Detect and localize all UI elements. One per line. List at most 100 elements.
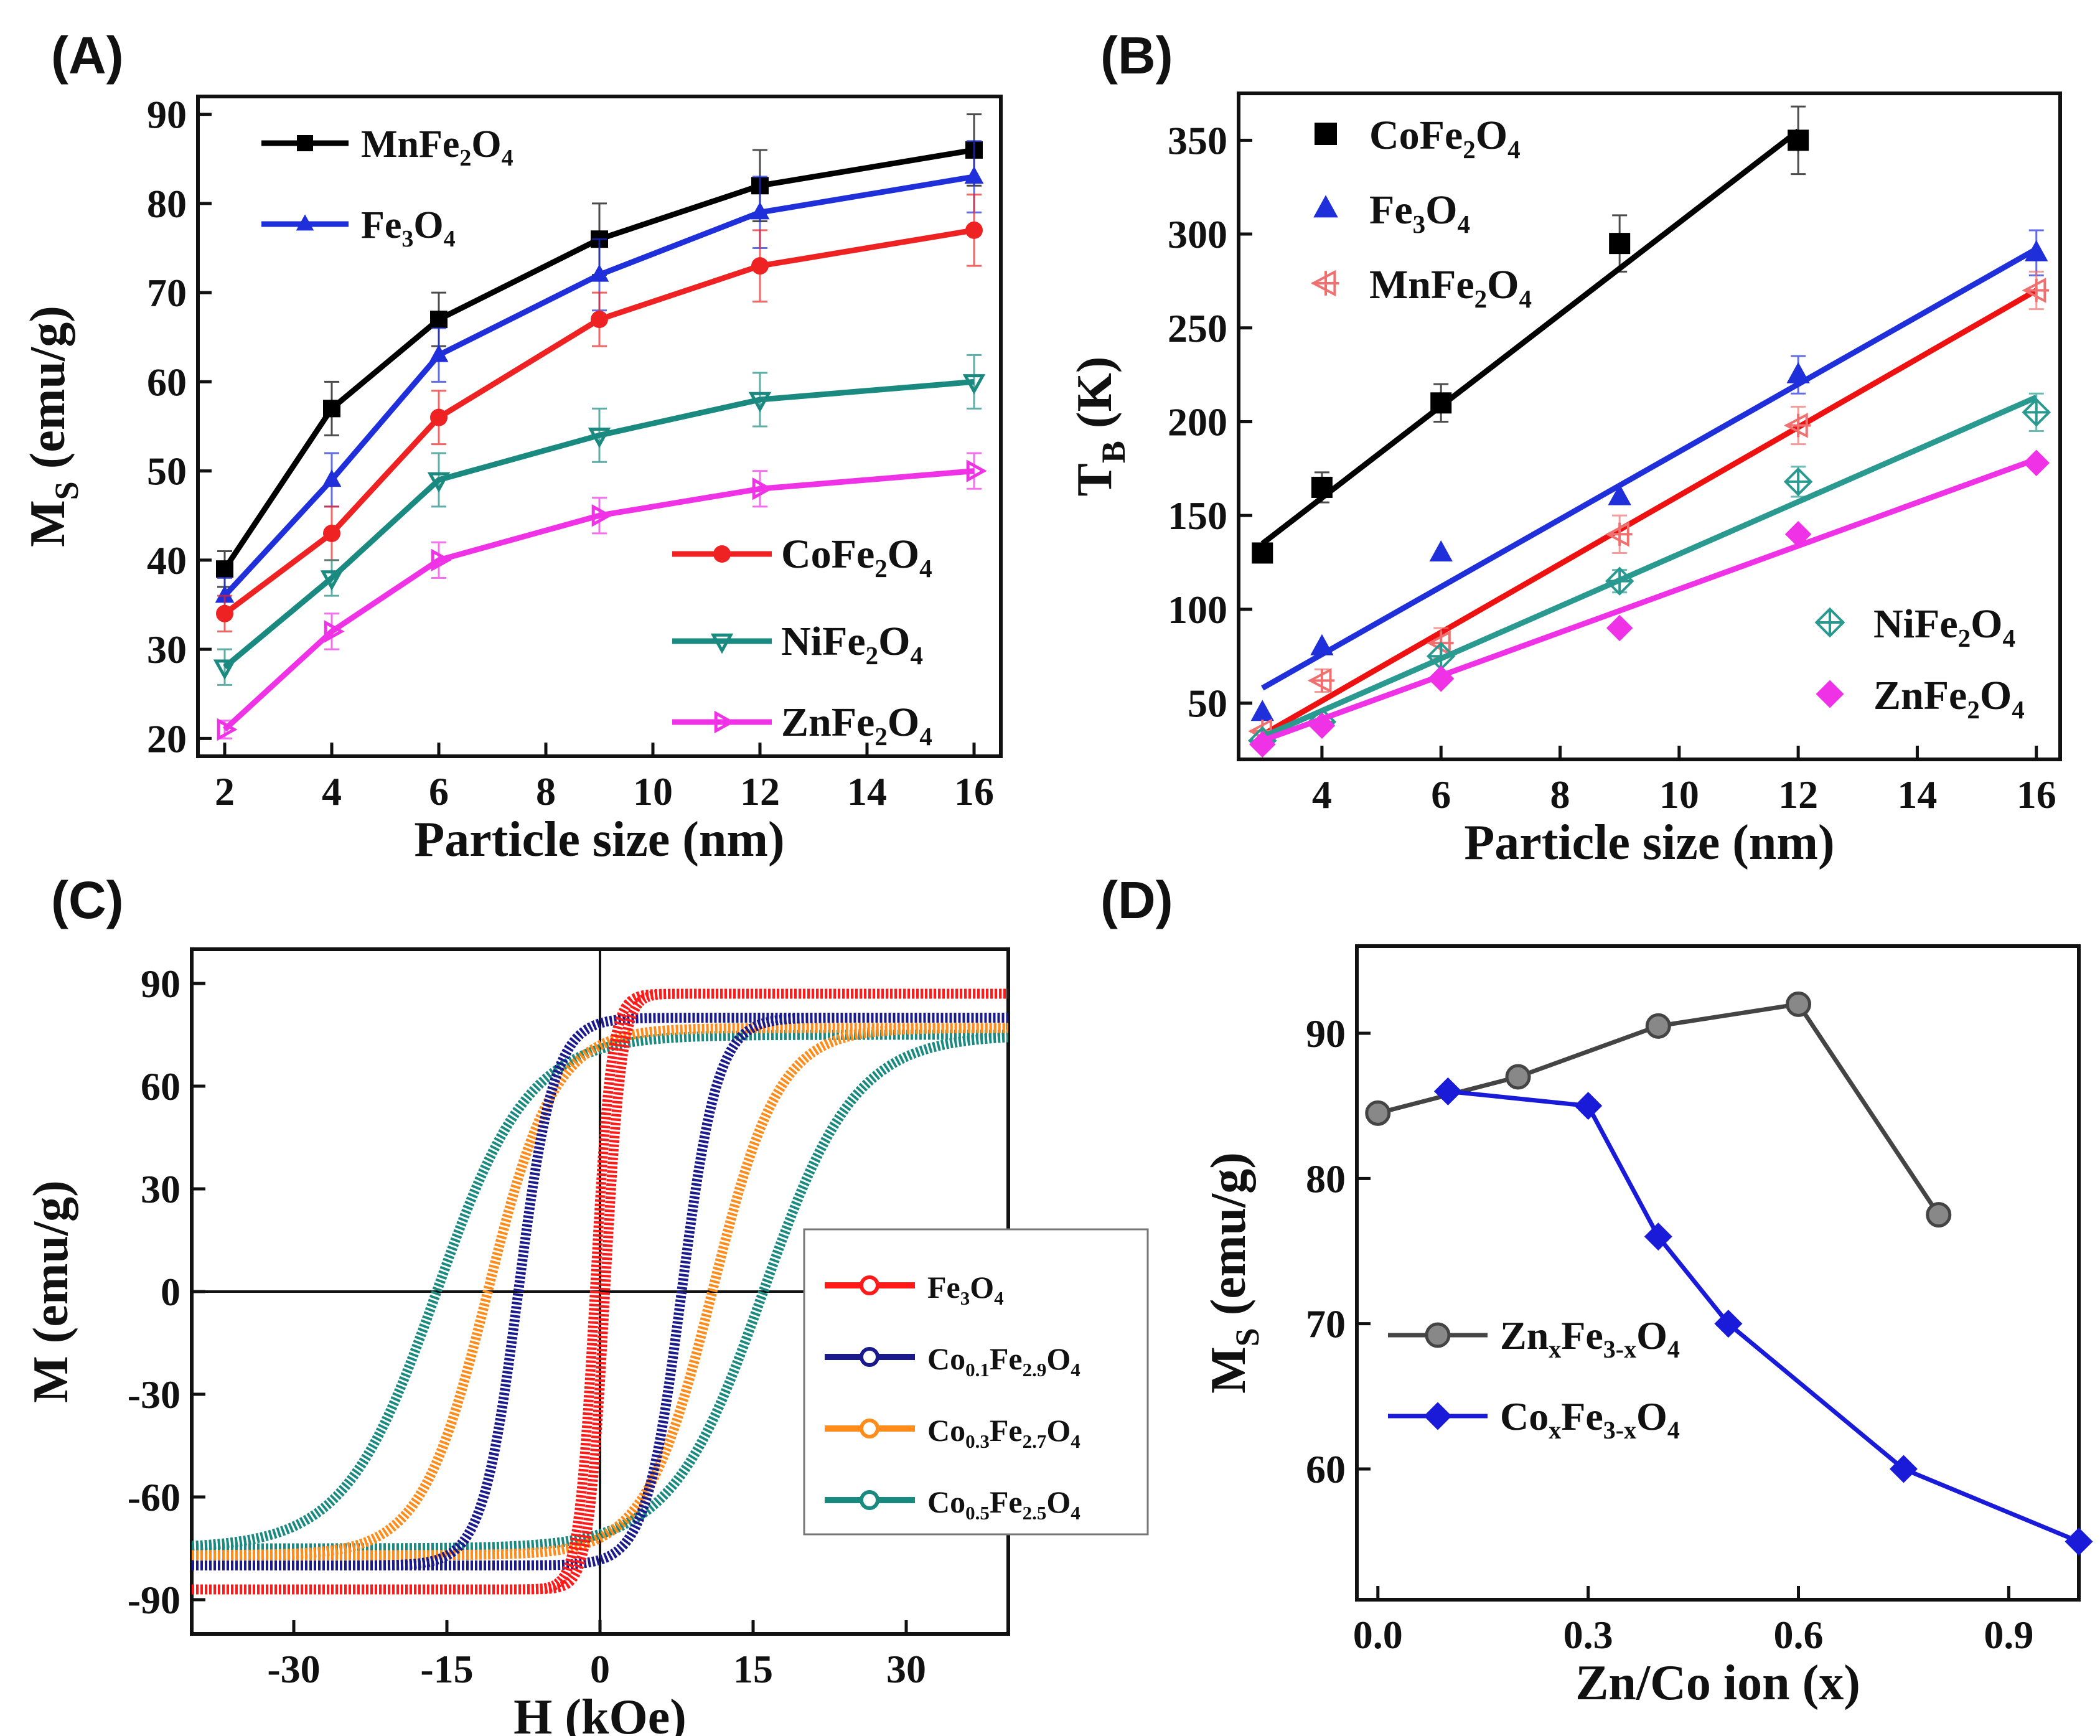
- chart-panel-b: 4 6 8 10 12 14 16 50 100 150 200 250 300 350 Particle …: [1067, 26, 2062, 870]
- data-point: [2022, 398, 2051, 427]
- data-point: [320, 570, 344, 591]
- legend-label: Fe3O4: [927, 1270, 1004, 1309]
- legend-label: Co0.1Fe2.9O4: [927, 1341, 1080, 1381]
- x-tick-label: 0.3: [1563, 1613, 1613, 1657]
- x-tick-label: 14: [1897, 772, 1937, 817]
- series-Fe3O4: [192, 988, 1008, 1595]
- data-point: [591, 504, 612, 527]
- legend-marker: [1313, 195, 1338, 218]
- data-point: [1605, 566, 1634, 596]
- data-point: [751, 257, 769, 275]
- data-point: [1714, 1310, 1743, 1338]
- series-line: [222, 147, 975, 571]
- data-point: [591, 311, 608, 329]
- y-tick-label: -90: [128, 1578, 180, 1622]
- y-tick-label: 90: [147, 93, 187, 137]
- data-point: [750, 202, 770, 220]
- data-point: [1784, 521, 1812, 548]
- data-point: [1786, 991, 1812, 1017]
- x-tick-label: 12: [740, 769, 780, 814]
- x-tick-label: 16: [2017, 772, 2056, 817]
- x-tick-label: 10: [1659, 772, 1699, 817]
- x-tick-label: 8: [1550, 772, 1570, 817]
- chart-panel-a: 2 4 6 8 10 12 14 16 20 30 40 50 60 70 80 90 Particle siz…: [21, 26, 1003, 867]
- data-point: [966, 459, 987, 482]
- data-point: [964, 166, 984, 184]
- data-point: [323, 524, 340, 542]
- data-point: [1788, 129, 1809, 151]
- data-point: [427, 472, 451, 493]
- error-bar: [592, 407, 607, 463]
- error-bar: [592, 497, 607, 535]
- legend-label: MnFe2O4: [1369, 262, 1532, 313]
- y-tick-label: 50: [147, 449, 187, 494]
- data-point: [430, 311, 448, 329]
- x-tick-label: 6: [429, 769, 449, 814]
- data-point: [1311, 476, 1333, 498]
- data-point: [1250, 700, 1274, 721]
- x-tick-label: 8: [536, 769, 556, 814]
- x-tick-label: 4: [1312, 772, 1332, 817]
- panel-label: (A): [51, 26, 124, 85]
- data-point: [213, 659, 237, 680]
- fit-line: [1261, 395, 2038, 739]
- series-line: [222, 468, 975, 732]
- data-point: [215, 585, 235, 603]
- legend-marker: [1315, 123, 1337, 145]
- data-point: [322, 469, 342, 487]
- data-point: [429, 344, 449, 362]
- x-tick-label: 0: [590, 1647, 610, 1691]
- legend-label: ZnFe2O4: [781, 700, 932, 751]
- data-point: [1784, 413, 1811, 438]
- legend-marker: [297, 135, 313, 151]
- fit-line: [1261, 288, 2038, 738]
- series-Co0.1Fe2.9O4: [192, 1013, 1008, 1570]
- y-tick-label: -30: [128, 1372, 180, 1417]
- series-NiFe2O4: [1248, 392, 2051, 756]
- y-tick-label: 40: [147, 538, 187, 583]
- legend: Fe3O4 Co0.1Fe2.9O4 Co0.3Fe2.7O4 Co0.5Fe2.5O…: [803, 1228, 1149, 1536]
- y-tick-label: 250: [1168, 306, 1227, 350]
- x-tick-label: 0.6: [1774, 1613, 1824, 1657]
- loop-ascending-branch: [192, 988, 1008, 1595]
- series-line: [223, 227, 975, 616]
- data-point: [2065, 1527, 2093, 1556]
- x-axis-label: H (kOe): [513, 1690, 687, 1736]
- data-point: [1889, 1455, 1918, 1483]
- legend-marker: [860, 1347, 879, 1367]
- data-point: [1644, 1222, 1672, 1251]
- legend-marker: [860, 1419, 879, 1438]
- y-tick-label: 150: [1168, 494, 1227, 538]
- data-point: [2025, 240, 2048, 261]
- y-axis-label: M (emu/g): [24, 1180, 78, 1403]
- series-CoFe2O4: [216, 194, 983, 632]
- legend-label: Fe3O4: [361, 204, 456, 252]
- x-axis-label: Particle size (nm): [414, 812, 784, 867]
- x-tick-label: -15: [420, 1647, 473, 1691]
- data-point: [431, 548, 452, 572]
- y-tick-label: 60: [1306, 1447, 1346, 1491]
- legend-marker: [1425, 1322, 1451, 1348]
- plot-frame: [1237, 91, 2062, 761]
- series-MnFe2O4: [1248, 270, 2050, 744]
- data-point: [1429, 540, 1453, 562]
- error-bar: [967, 452, 982, 490]
- y-tick-label: 300: [1168, 212, 1227, 256]
- legend-label: CoFe2O4: [781, 532, 932, 583]
- series-line: [223, 378, 975, 670]
- legend-label: ZnFe2O4: [1873, 673, 2025, 724]
- x-axis-label: Zn/Co ion (x): [1575, 1656, 1860, 1710]
- data-point: [430, 408, 448, 426]
- x-tick-label: 0.0: [1353, 1613, 1403, 1657]
- data-point: [1307, 668, 1335, 693]
- data-point: [1606, 614, 1633, 642]
- legend-marker: [860, 1275, 879, 1295]
- legend-marker: [710, 633, 734, 654]
- plot-frame: [196, 95, 1003, 758]
- y-tick-label: 70: [147, 271, 187, 315]
- data-point: [1430, 392, 1452, 414]
- chart-panel-c: -30 -15 0 15 30 -90 -60 -30 0 30 60 90 H (kOe) M (emu…: [24, 871, 1149, 1736]
- legend-label: CoxFe3-xO4: [1500, 1394, 1680, 1444]
- y-tick-label: 70: [1306, 1302, 1346, 1346]
